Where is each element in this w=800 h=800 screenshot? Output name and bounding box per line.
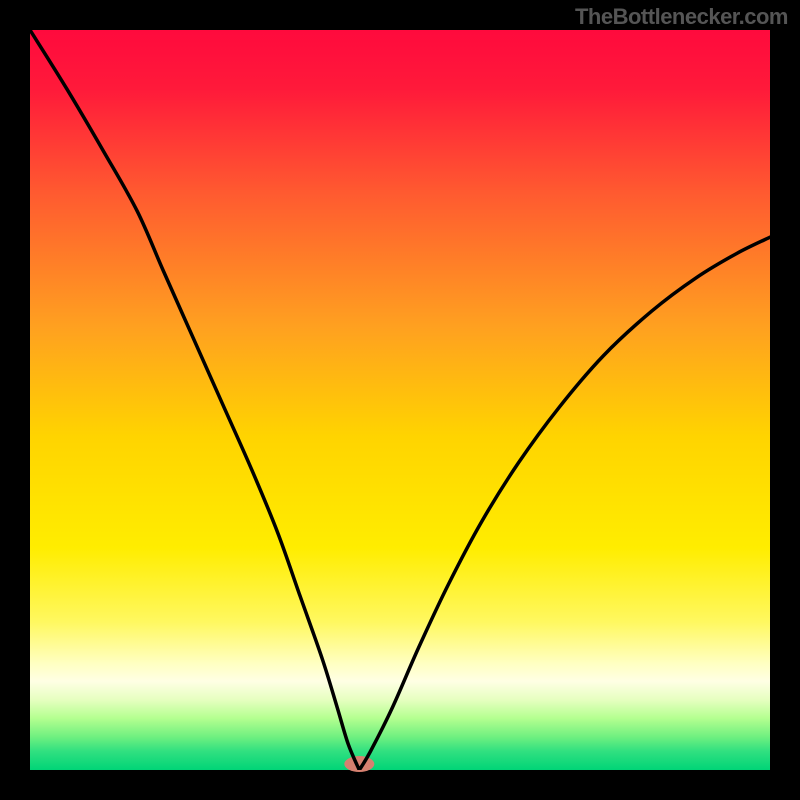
watermark-text: TheBottlenecker.com (575, 4, 788, 30)
chart-container: TheBottlenecker.com (0, 0, 800, 800)
bottleneck-chart (0, 0, 800, 800)
